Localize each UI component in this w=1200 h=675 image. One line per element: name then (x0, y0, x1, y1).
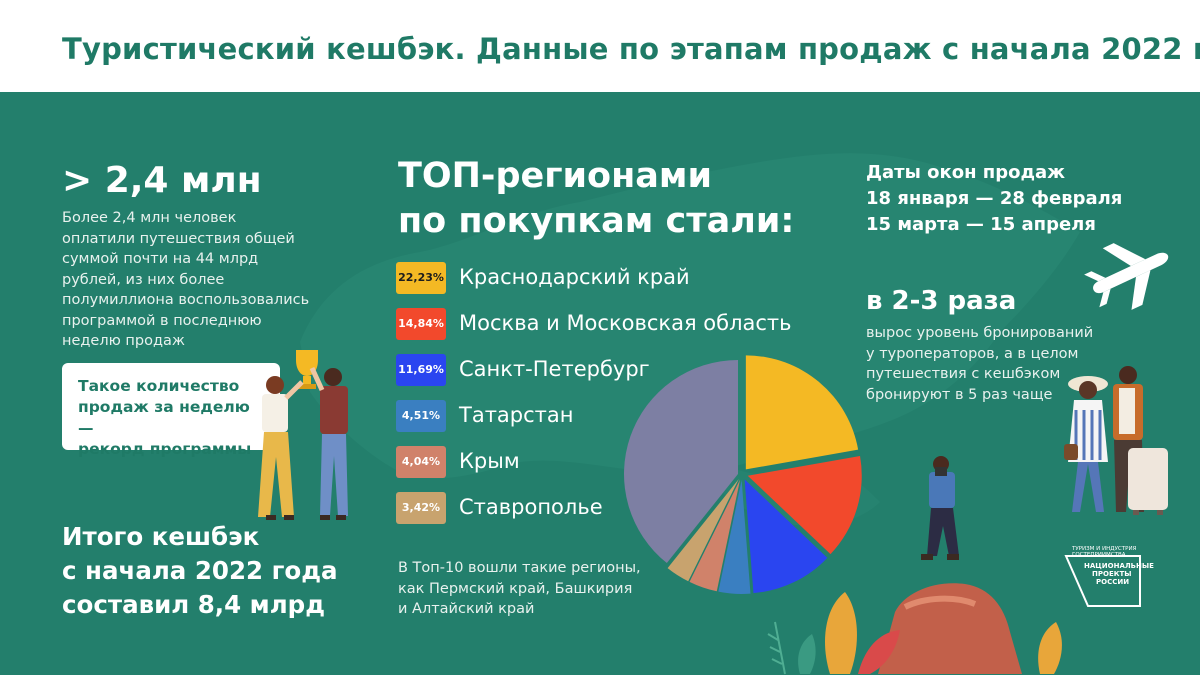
main-panel: > 2,4 млн Более 2,4 млн человек оплатили… (0, 92, 1200, 675)
description-line: неделю продаж (62, 333, 185, 349)
pie-slice (667, 479, 739, 582)
description: Более 2,4 млн человек оплатили путешеств… (62, 208, 309, 352)
legend-label: Москва и Московская область (459, 311, 792, 335)
total-line: составил 8,4 млрд (62, 590, 325, 619)
growth-line: у туроператоров, а в целом (866, 345, 1079, 362)
legend-percent-badge: 4,51% (396, 400, 446, 432)
dates-line: Даты окон продаж (866, 162, 1066, 183)
pie-slice-other (624, 360, 738, 564)
callout-line: продаж за неделю — (78, 398, 250, 437)
total-line: Итого кешбэк (62, 522, 260, 551)
legend-label: Краснодарский край (459, 265, 690, 289)
headline-number: > 2,4 млн (62, 160, 262, 201)
legend-percent-badge: 14,84% (396, 308, 446, 340)
total-line: с начала 2022 года (62, 556, 338, 585)
legend-label: Татарстан (459, 403, 574, 427)
description-line: полумиллиона воспользовались (62, 292, 310, 308)
pie-slice (744, 479, 828, 594)
legend-label: Санкт-Петербург (459, 357, 650, 381)
legend-label: Крым (459, 449, 520, 473)
description-line: Более 2,4 млн человек (62, 210, 237, 226)
header: Туристический кешбэк. Данные по этапам п… (0, 0, 1200, 92)
note-line: и Алтайский край (398, 601, 535, 617)
pie-slice (747, 455, 862, 555)
growth-description: вырос уровень бронирований у туроператор… (866, 323, 1093, 405)
pie-slice (745, 355, 859, 470)
chart-heading: ТОП-регионами по покупкам стали: (398, 154, 794, 244)
legend-percent-badge: 3,42% (396, 492, 446, 524)
growth-line: вырос уровень бронирований (866, 325, 1094, 341)
description-line: программой в последнюю (62, 312, 262, 329)
legend-percent-badge: 11,69% (396, 354, 446, 386)
growth-line: бронируют в 5 раз чаще (866, 386, 1053, 403)
dates-line: 15 марта — 15 апреля (866, 214, 1096, 235)
note-line: В Топ-10 вошли такие регионы, (398, 560, 641, 576)
legend-percent-badge: 4,04% (396, 446, 446, 478)
pie-slice (689, 479, 741, 592)
total-cashback: Итого кешбэк с начала 2022 года составил… (62, 520, 338, 622)
growth-line: путешествия с кешбэком (866, 366, 1061, 382)
legend-percent-badge: 22,23% (396, 262, 446, 294)
note-line: как Пермский край, Башкирия (398, 580, 633, 597)
growth-title: в 2-3 раза (866, 286, 1017, 316)
description-line: суммой почти на 44 млрд (62, 251, 259, 267)
sales-dates: Даты окон продаж 18 января — 28 февраля … (866, 160, 1122, 238)
dates-line: 18 января — 28 февраля (866, 188, 1123, 209)
chart-heading-line: ТОП-регионами (398, 156, 713, 196)
top10-note: В Топ-10 вошли такие регионы, как Пермск… (398, 558, 641, 620)
description-line: рублей, из них более (62, 271, 225, 288)
callout-line: рекорд программы (78, 440, 252, 458)
regions-pie-chart (624, 355, 862, 594)
description-line: оплатили путешествия общей (62, 230, 295, 247)
record-callout: Такое количество продаж за неделю — реко… (62, 363, 280, 458)
callout-line: Такое количество (78, 377, 240, 395)
page-title: Туристический кешбэк. Данные по этапам п… (62, 32, 1200, 66)
chart-heading-line: по покупкам стали: (398, 201, 795, 241)
pie-slice (718, 479, 751, 594)
legend-label: Ставрополье (459, 495, 603, 519)
